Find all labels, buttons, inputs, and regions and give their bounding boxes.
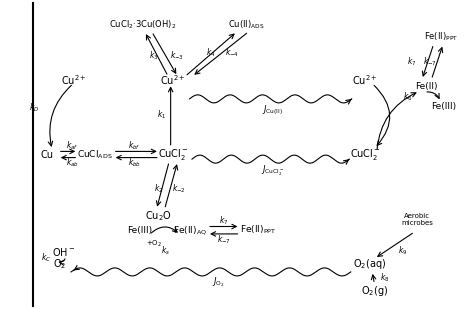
- Text: $k_9$: $k_9$: [398, 244, 408, 256]
- Text: $k_s$: $k_s$: [161, 244, 171, 256]
- Text: Fe(II)$_{\rm PPT}$: Fe(II)$_{\rm PPT}$: [424, 31, 458, 43]
- Text: $k_7$: $k_7$: [407, 56, 416, 68]
- Text: Cu(II)$_{\rm ADS}$: Cu(II)$_{\rm ADS}$: [228, 19, 265, 31]
- Text: CuCl$_2$·3Cu(OH)$_2$: CuCl$_2$·3Cu(OH)$_2$: [109, 19, 176, 31]
- Text: CuCl$_{\rm ADS}$: CuCl$_{\rm ADS}$: [77, 148, 113, 161]
- Text: $k_{bb}$: $k_{bb}$: [128, 157, 141, 169]
- Text: CuCl$_2^-$: CuCl$_2^-$: [157, 147, 189, 162]
- Text: $k_{-7}$: $k_{-7}$: [217, 233, 231, 246]
- Text: $k_{-4}$: $k_{-4}$: [225, 46, 239, 59]
- Text: Cu$^{2+}$: Cu$^{2+}$: [61, 74, 86, 87]
- Text: $J_{\rm O_2}$: $J_{\rm O_2}$: [212, 275, 224, 289]
- Text: Fe(II)$_{\rm AQ}$: Fe(II)$_{\rm AQ}$: [173, 224, 207, 237]
- Text: $k_3$: $k_3$: [149, 49, 159, 62]
- Text: Cu$^{2+}$: Cu$^{2+}$: [352, 74, 378, 87]
- Text: Cu$^{2+}$: Cu$^{2+}$: [160, 74, 186, 87]
- Text: OH$^-$: OH$^-$: [52, 246, 76, 258]
- Text: $k_{-2}$: $k_{-2}$: [172, 182, 186, 195]
- Text: $k_{-7}$: $k_{-7}$: [423, 56, 438, 68]
- Text: $k_8$: $k_8$: [380, 271, 390, 284]
- Text: $k_{-3}$: $k_{-3}$: [170, 49, 184, 62]
- Text: Fe(III): Fe(III): [127, 226, 153, 235]
- Text: $k_6$: $k_6$: [403, 90, 412, 103]
- Text: $k_C$: $k_C$: [41, 252, 51, 264]
- Text: $k_7$: $k_7$: [219, 215, 228, 227]
- Text: O$_2$: O$_2$: [53, 257, 66, 271]
- Text: $+{\rm O}_2$: $+{\rm O}_2$: [146, 239, 162, 249]
- Text: Fe(II)$_{\rm PPT}$: Fe(II)$_{\rm PPT}$: [240, 224, 277, 236]
- Text: Aerobic
microbes: Aerobic microbes: [401, 213, 433, 226]
- Text: O$_2$(aq): O$_2$(aq): [353, 257, 386, 271]
- Text: $k_D$: $k_D$: [29, 102, 39, 114]
- Text: $k_{bf}$: $k_{bf}$: [128, 140, 141, 152]
- Text: Cu$_2$O: Cu$_2$O: [146, 210, 172, 223]
- Text: Fe(III): Fe(III): [430, 102, 456, 111]
- Text: Cu: Cu: [41, 150, 54, 159]
- Text: O$_2$(g): O$_2$(g): [361, 284, 388, 298]
- Text: $J_{\rm Cu(II)}$: $J_{\rm Cu(II)}$: [262, 103, 283, 116]
- Text: Fe(II): Fe(II): [415, 82, 438, 91]
- Text: $k_{ab}$: $k_{ab}$: [66, 157, 79, 169]
- Text: $k_4$: $k_4$: [206, 46, 216, 59]
- Text: $k_{af}$: $k_{af}$: [66, 140, 79, 152]
- Text: $J_{\rm CuCl_2^-}$: $J_{\rm CuCl_2^-}$: [261, 164, 284, 178]
- Text: $k_1$: $k_1$: [156, 108, 166, 121]
- Text: CuCl$_2^-$: CuCl$_2^-$: [349, 147, 381, 162]
- Text: $k_2$: $k_2$: [154, 182, 164, 195]
